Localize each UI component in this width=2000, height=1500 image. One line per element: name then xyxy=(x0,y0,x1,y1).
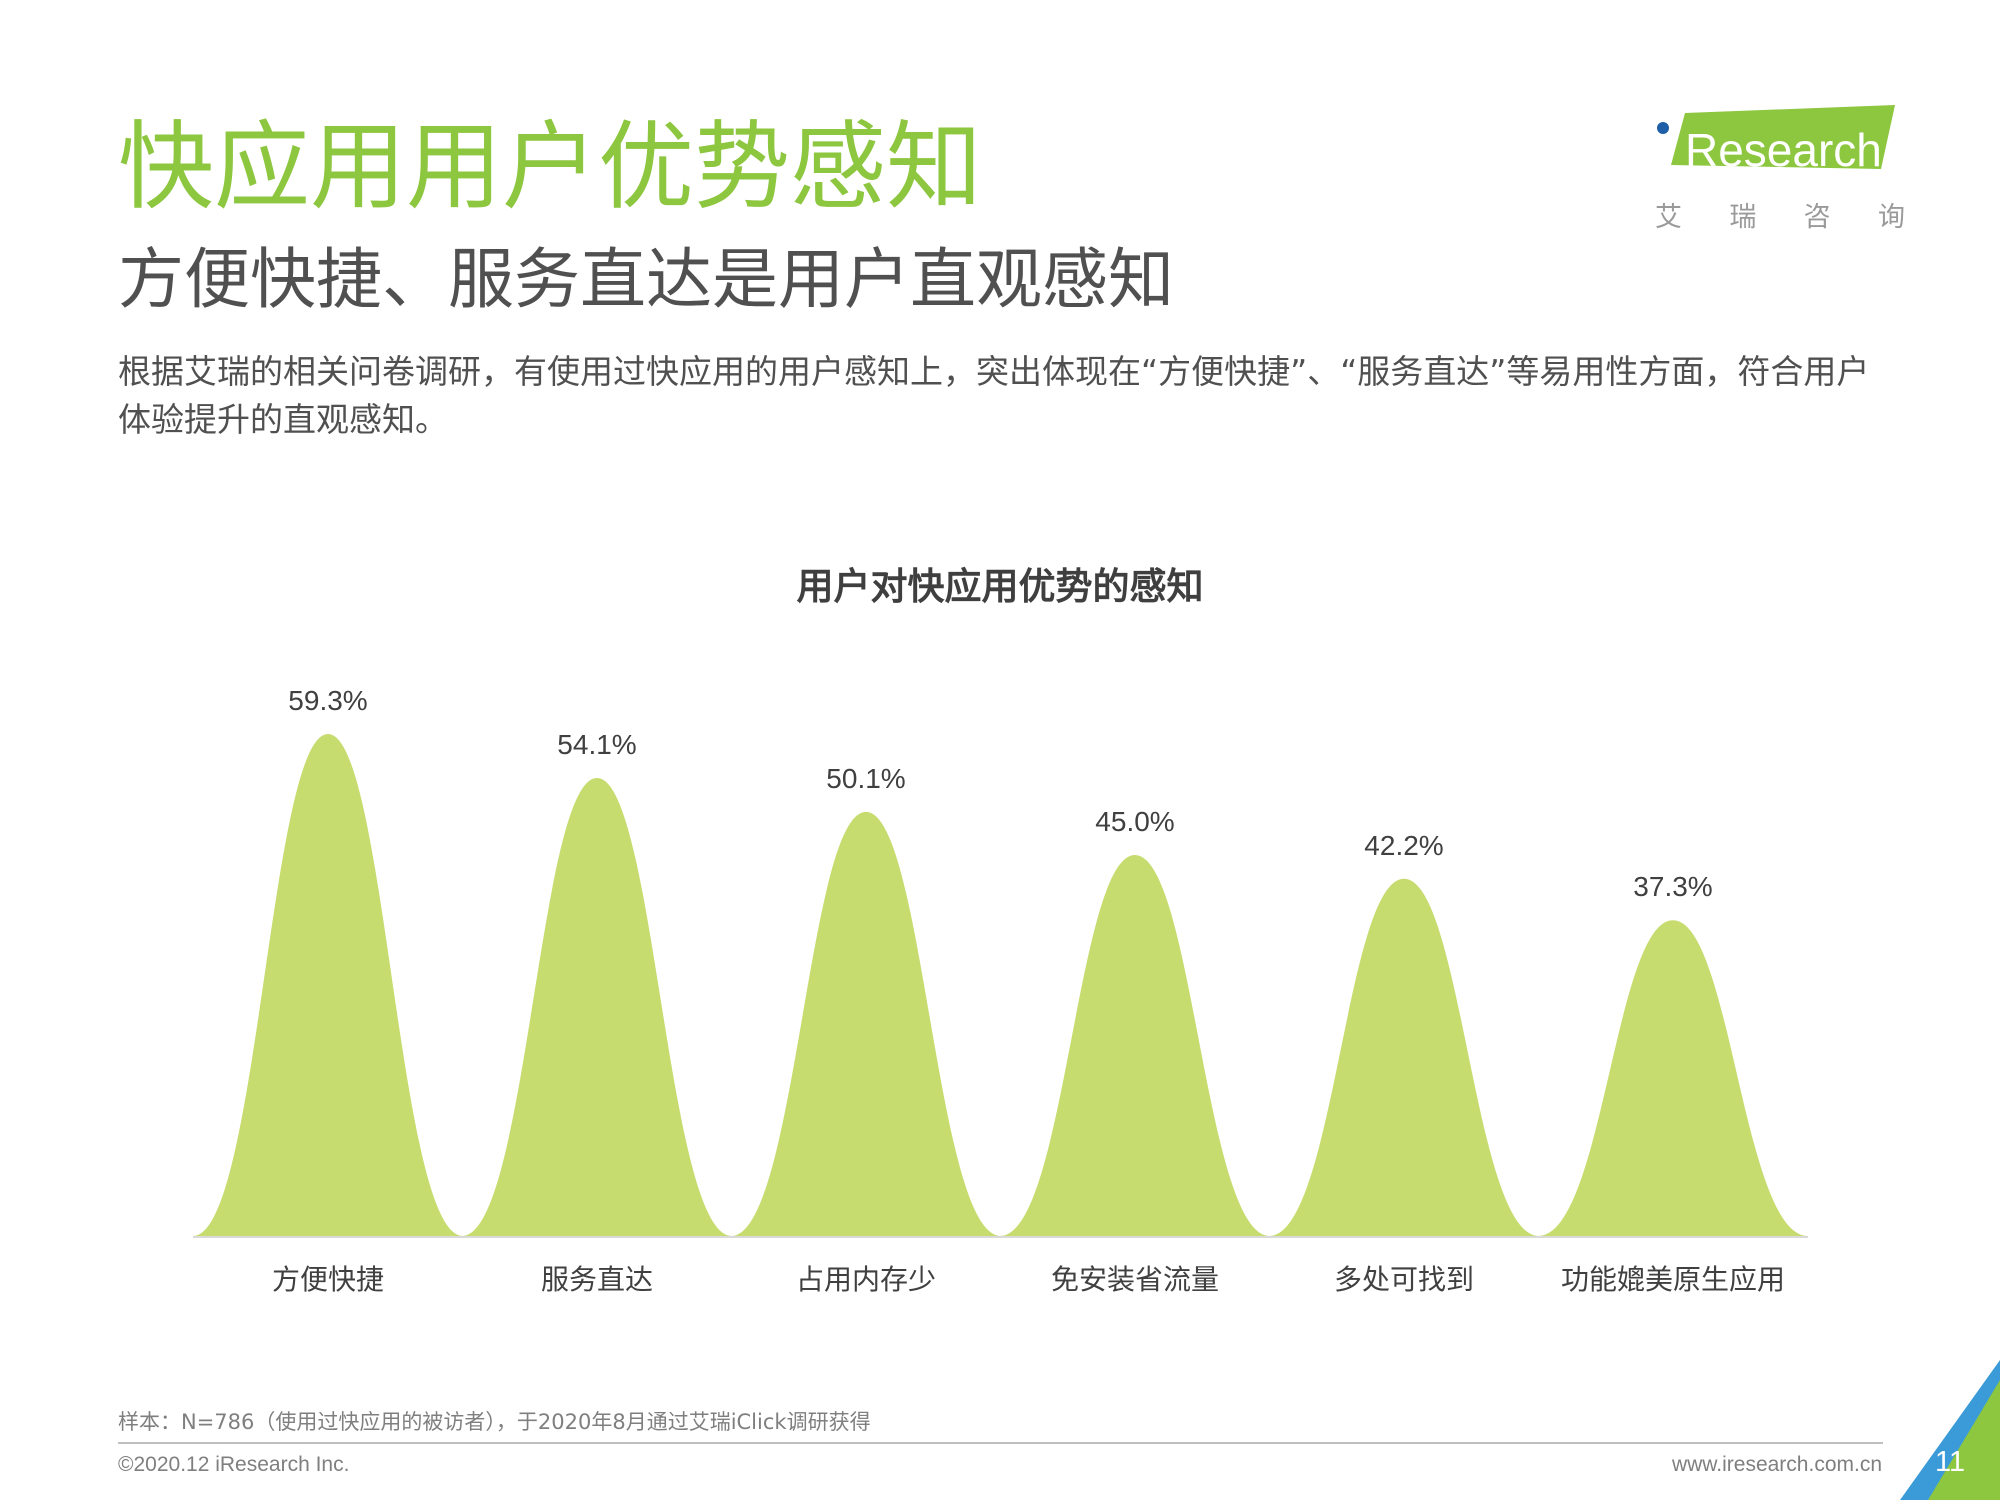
chart-title: 用户对快应用优势的感知 xyxy=(796,565,1204,608)
website-link[interactable]: www.iresearch.com.cn xyxy=(1671,1453,1882,1476)
value-label: 50.1% xyxy=(826,763,905,794)
value-label: 54.1% xyxy=(557,729,636,760)
value-label: 59.3% xyxy=(288,685,367,716)
value-label: 45.0% xyxy=(1095,806,1174,837)
logo-cn-char: 咨 xyxy=(1803,202,1831,233)
page-description: 根据艾瑞的相关问卷调研，有使用过快应用的用户感知上，突出体现在“方便快捷”、“服… xyxy=(118,352,1870,439)
peak-chart: 59.3% 方便快捷 54.1% 服务直达 50.1% 占用内存少 45.0% 免安装省流量 4… xyxy=(193,685,1808,1296)
category-label: 服务直达 xyxy=(541,1263,653,1296)
page-subtitle: 方便快捷、服务直达是用户直观感知 xyxy=(118,241,1174,318)
peak-mark xyxy=(193,734,463,1236)
category-label: 免安装省流量 xyxy=(1051,1263,1219,1296)
sample-footnote: 样本：N=786（使用过快应用的被访者），于2020年8月通过艾瑞iClick调… xyxy=(118,1410,871,1434)
iresearch-logo: Research 艾 瑞 咨 询 xyxy=(1645,103,1905,233)
logo-cn-char: 询 xyxy=(1877,202,1905,233)
peak-mark xyxy=(731,811,1001,1236)
footer-divider xyxy=(118,1442,1883,1444)
value-label: 37.3% xyxy=(1633,871,1712,902)
peak-mark xyxy=(1269,878,1539,1236)
logo-cn-char: 瑞 xyxy=(1729,202,1757,233)
category-label: 占用内存少 xyxy=(796,1263,936,1296)
peak-mark xyxy=(462,778,732,1236)
peak-mark xyxy=(1538,920,1808,1236)
logo-cn-char: 艾 xyxy=(1655,202,1682,233)
category-label: 多处可找到 xyxy=(1334,1263,1474,1296)
category-label: 方便快捷 xyxy=(272,1263,384,1296)
logo-plate-shape xyxy=(1671,105,1895,169)
page-number: 11 xyxy=(1935,1446,1966,1478)
logo-wordmark: Research xyxy=(1685,124,1882,176)
copyright-text: ©2020.12 iResearch Inc. xyxy=(118,1453,350,1476)
corner-decoration xyxy=(1900,1360,2000,1500)
logo-dot-icon xyxy=(1657,122,1669,134)
logo-chinese-name: 艾 瑞 咨 询 xyxy=(1655,195,1905,234)
peak-mark xyxy=(1000,855,1270,1236)
category-label: 功能媲美原生应用 xyxy=(1561,1263,1785,1296)
page-title: 快应用用户优势感知 xyxy=(118,111,982,223)
value-label: 42.2% xyxy=(1364,830,1443,861)
